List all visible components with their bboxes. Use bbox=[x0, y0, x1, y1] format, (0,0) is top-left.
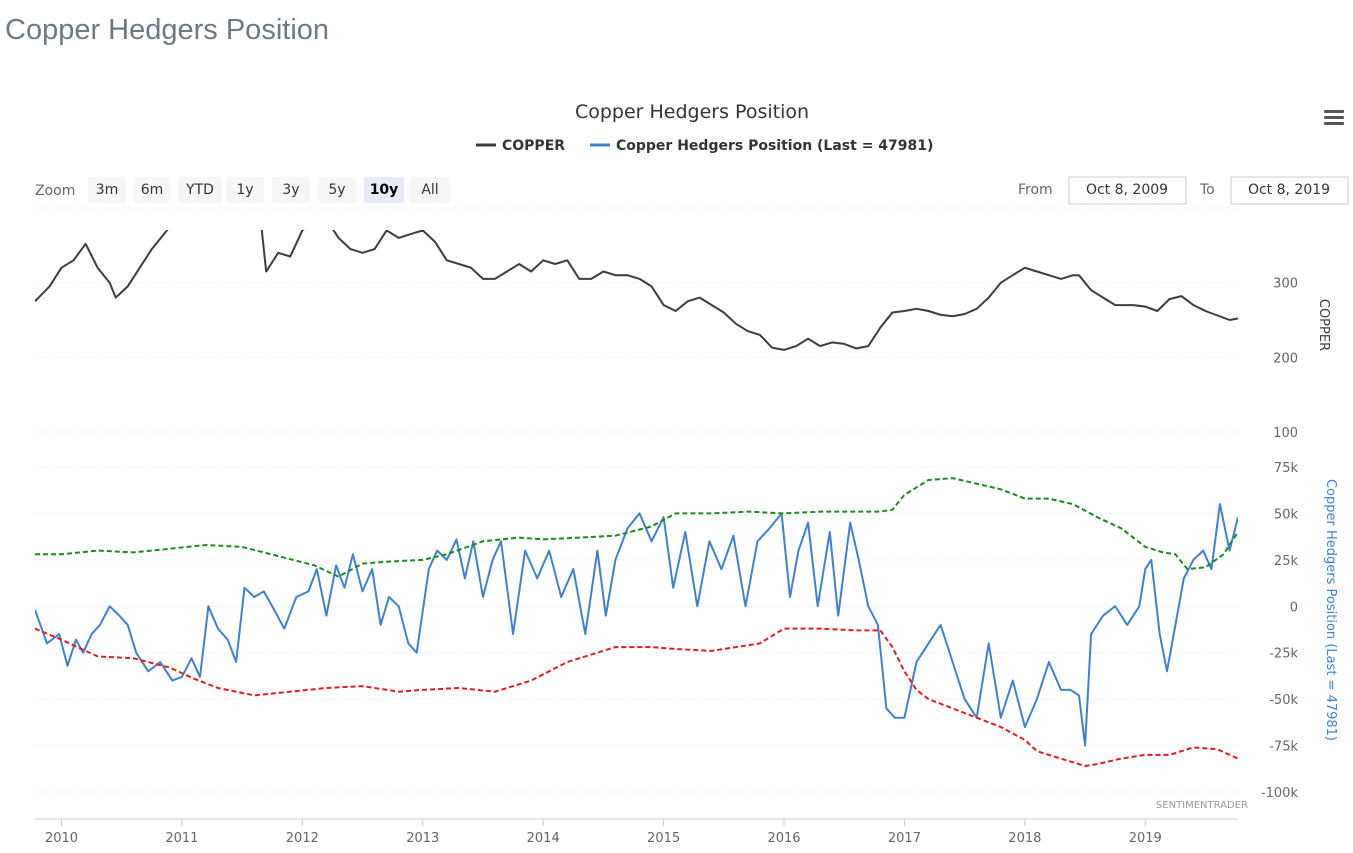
zoom-buttons: 3m 6m YTD 1y 3y 5y 10y All bbox=[88, 177, 450, 203]
legend-label-hedgers: Copper Hedgers Position (Last = 47981) bbox=[616, 138, 933, 154]
zoom-button-label: 5y bbox=[328, 182, 345, 198]
x-tick-label: 2019 bbox=[1129, 831, 1162, 846]
x-tick-label: 2011 bbox=[165, 831, 198, 846]
y-axis-ticks: 300 200 100 75k 50k 25k 0 -25k -50k -75k -100k bbox=[1261, 277, 1299, 801]
zoom-button-all[interactable]: All bbox=[410, 177, 450, 203]
zoom-button-label: 3y bbox=[282, 182, 299, 198]
chart-credits: SENTIMENTRADER bbox=[1156, 800, 1248, 811]
zoom-button-label: YTD bbox=[185, 182, 214, 198]
x-tick-label: 2017 bbox=[888, 831, 921, 846]
y-tick-label-hedgers: -25k bbox=[1269, 647, 1298, 662]
y-tick-label-hedgers: 50k bbox=[1274, 507, 1299, 522]
x-tick-label: 2013 bbox=[406, 831, 439, 846]
y-axis-title-hedgers: Copper Hedgers Position (Last = 47981) bbox=[1323, 479, 1338, 741]
hamburger-menu-icon[interactable] bbox=[1318, 104, 1348, 132]
from-date-value: Oct 8, 2009 bbox=[1086, 182, 1168, 198]
y-tick-label-hedgers: 75k bbox=[1274, 461, 1299, 476]
zoom-button-3y[interactable]: 3y bbox=[272, 177, 310, 203]
legend-item-hedgers[interactable]: Copper Hedgers Position (Last = 47981) bbox=[590, 138, 933, 154]
zoom-button-label: 3m bbox=[96, 182, 119, 198]
zoom-label: Zoom bbox=[35, 183, 75, 199]
y-tick-label-hedgers: 0 bbox=[1290, 600, 1298, 615]
y-tick-label-hedgers: 25k bbox=[1274, 554, 1299, 569]
zoom-button-3m[interactable]: 3m bbox=[88, 177, 126, 203]
x-tick-label: 2016 bbox=[767, 831, 800, 846]
y-axis-title-copper: COPPER bbox=[1316, 299, 1331, 351]
legend-item-copper[interactable]: COPPER bbox=[476, 138, 565, 154]
y-tick-label-hedgers: -75k bbox=[1269, 740, 1298, 755]
x-tick-label: 2014 bbox=[527, 831, 560, 846]
legend-label-copper: COPPER bbox=[502, 138, 565, 154]
y-tick-label-copper: 100 bbox=[1273, 426, 1298, 441]
zoom-button-label: 6m bbox=[141, 182, 164, 198]
page-title: Copper Hedgers Position bbox=[5, 14, 330, 46]
zoom-button-5y[interactable]: 5y bbox=[318, 177, 356, 203]
zoom-button-ytd[interactable]: YTD bbox=[178, 177, 222, 203]
to-label: To bbox=[1199, 182, 1215, 198]
to-date-input[interactable]: Oct 8, 2019 bbox=[1230, 176, 1349, 205]
series-layer bbox=[35, 186, 1238, 767]
series-line-upper-band[interactable] bbox=[35, 477, 1238, 578]
zoom-button-label: All bbox=[421, 182, 438, 198]
x-tick-label: 2018 bbox=[1008, 831, 1041, 846]
series-line-copper[interactable] bbox=[35, 186, 1238, 351]
y-tick-label-copper: 200 bbox=[1273, 351, 1298, 366]
from-date-input[interactable]: Oct 8, 2009 bbox=[1068, 176, 1187, 205]
from-label: From bbox=[1018, 182, 1053, 198]
zoom-button-label: 1y bbox=[236, 182, 253, 198]
x-tick-label: 2010 bbox=[45, 831, 78, 846]
gridlines bbox=[35, 207, 1238, 793]
series-line-hedgers[interactable] bbox=[35, 503, 1238, 747]
zoom-button-10y[interactable]: 10y bbox=[364, 177, 404, 203]
zoom-button-6m[interactable]: 6m bbox=[134, 177, 170, 203]
x-tick-label: 2015 bbox=[647, 831, 680, 846]
y-tick-label-hedgers: -100k bbox=[1261, 786, 1299, 801]
zoom-button-label: 10y bbox=[370, 182, 399, 198]
chart-title: Copper Hedgers Position bbox=[575, 101, 809, 123]
y-tick-label-copper: 300 bbox=[1273, 277, 1298, 292]
to-date-value: Oct 8, 2019 bbox=[1248, 182, 1330, 198]
zoom-button-1y[interactable]: 1y bbox=[226, 177, 264, 203]
y-tick-label-hedgers: -50k bbox=[1269, 693, 1298, 708]
x-axis-ticks: 2010 2011 2012 2013 2014 2015 2016 2017 2018 2019 bbox=[45, 819, 1162, 846]
series-line-lower-band[interactable] bbox=[35, 627, 1238, 767]
legend: COPPER Copper Hedgers Position (Last = 4… bbox=[476, 138, 933, 154]
x-tick-label: 2012 bbox=[286, 831, 319, 846]
